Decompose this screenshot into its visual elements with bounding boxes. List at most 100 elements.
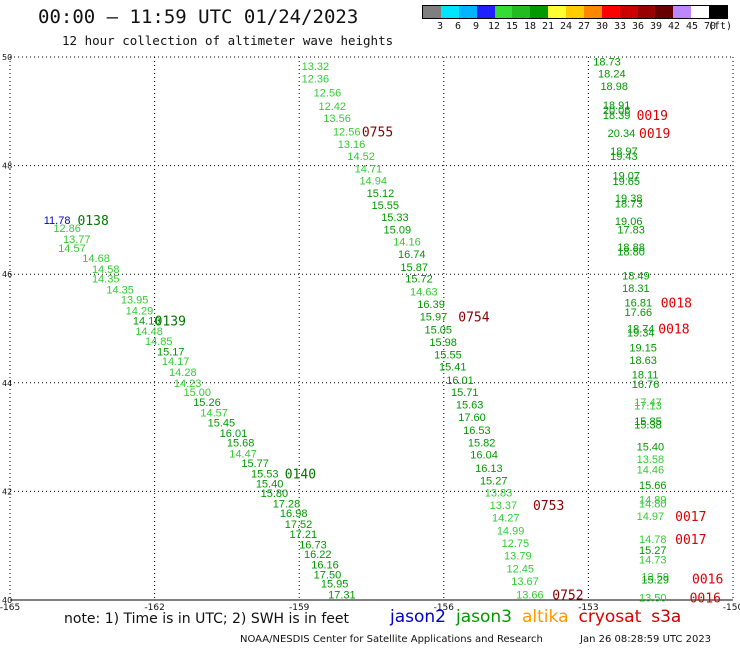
wave-height-label: 13.56 xyxy=(323,113,351,125)
legend-swatch xyxy=(709,6,727,18)
wave-height-label: 15.41 xyxy=(439,362,467,374)
wave-height-label: 13.67 xyxy=(511,576,539,588)
legend-swatch xyxy=(583,6,602,18)
wave-height-label: 15.17 xyxy=(157,346,185,358)
wave-height-label: 17.13 xyxy=(634,401,662,413)
wave-height-label: 15.87 xyxy=(400,262,428,274)
wave-height-label: 15.95 xyxy=(321,579,349,591)
wave-height-label: 14.85 xyxy=(145,336,173,348)
legend-label: 33 xyxy=(613,21,627,32)
pass-time-label: 0017 xyxy=(675,510,706,525)
wave-height-label: 14.16 xyxy=(393,237,421,249)
legend-label: 12 xyxy=(487,21,501,32)
legend-swatch xyxy=(601,6,620,18)
wave-height-label: 14.94 xyxy=(359,175,387,187)
wave-height-label: 15.77 xyxy=(241,458,269,470)
wave-height-label: 15.40 xyxy=(637,441,665,453)
wave-height-label: 17.83 xyxy=(617,225,645,237)
wave-height-label: 15.38 xyxy=(634,420,662,432)
legend-swatch xyxy=(476,6,495,18)
x-tick-label: -150 xyxy=(723,603,740,613)
wave-height-label: 14.80 xyxy=(639,498,667,510)
wave-height-label: 14.78 xyxy=(639,534,667,546)
wave-height-label: 13.95 xyxy=(121,295,149,307)
wave-height-label: 15.97 xyxy=(420,312,448,324)
wave-height-label: 12.36 xyxy=(302,74,330,86)
legend-label: 27 xyxy=(577,21,591,32)
x-tick-label: -153 xyxy=(578,603,598,613)
x-tick-label: -165 xyxy=(0,603,20,613)
wave-height-label: 13.37 xyxy=(490,500,518,512)
wave-height-label: 18.31 xyxy=(622,283,650,295)
wave-height-label: 15.40 xyxy=(256,478,284,490)
wave-height-label: 15.71 xyxy=(451,387,479,399)
x-tick-label: -162 xyxy=(144,603,164,613)
wave-height-label: 19.15 xyxy=(629,343,657,355)
generated-timestamp: Jan 26 08:28:59 UTC 2023 xyxy=(580,634,712,645)
wave-height-label: 15.12 xyxy=(367,188,395,200)
wave-height-label: 20.06 xyxy=(603,105,631,117)
wave-height-label: 15.68 xyxy=(227,438,255,450)
wave-height-label: 14.28 xyxy=(169,367,197,379)
wave-height-label: 18.24 xyxy=(598,68,626,80)
wave-height-label: 18.73 xyxy=(593,56,621,68)
legend-label: 30 xyxy=(595,21,609,32)
legend-swatch xyxy=(512,6,531,18)
wave-height-label: 12.56 xyxy=(314,87,342,99)
wave-height-label: 18.63 xyxy=(629,355,657,367)
legend-label: 24 xyxy=(559,21,573,32)
wave-height-label: 14.97 xyxy=(637,511,665,523)
wave-height-label: 14.46 xyxy=(637,465,665,477)
wave-height-label: 14.89 xyxy=(639,495,667,507)
wave-height-label: 16.98 xyxy=(280,508,308,520)
wave-height-label: 13.66 xyxy=(516,590,544,602)
satellite-jason3: jason3 xyxy=(456,607,512,627)
pass-time-label: 0752 xyxy=(552,589,583,604)
credit-line: NOAA/NESDIS Center for Satellite Applica… xyxy=(240,634,543,645)
satellite-altika: altika xyxy=(522,607,569,627)
wave-height-label: 12.45 xyxy=(506,564,534,576)
x-tick-label: -159 xyxy=(289,603,310,613)
legend-swatch xyxy=(458,6,477,18)
wave-height-label: 15.33 xyxy=(381,212,409,224)
legend-label: 70 xyxy=(703,21,717,32)
wave-height-label: 18.91 xyxy=(603,100,631,112)
y-tick-label: 42 xyxy=(2,487,12,496)
satellite-cryosat: cryosat xyxy=(578,607,642,627)
wave-height-label: 12.56 xyxy=(333,126,361,138)
wave-height-label: 15.00 xyxy=(184,387,212,399)
wave-height-label: 15.53 xyxy=(251,468,279,480)
legend-label: 18 xyxy=(523,21,537,32)
legend-swatch xyxy=(548,6,566,18)
satellite-jason2: jason2 xyxy=(390,607,446,627)
wave-height-label: 14.23 xyxy=(174,378,202,390)
y-tick-label: 50 xyxy=(2,53,12,62)
wave-height-label: 16.53 xyxy=(463,425,491,437)
wave-height-label: 18.39 xyxy=(603,110,631,122)
pass-time-label: 0018 xyxy=(658,323,689,338)
satellite-s3a: s3a xyxy=(651,607,682,627)
wave-height-label: 13.83 xyxy=(485,487,513,499)
legend-label: 45 xyxy=(685,21,699,32)
legend-label: 36 xyxy=(631,21,645,32)
wave-height-label: 16.04 xyxy=(470,449,498,461)
wave-height-label: 14.35 xyxy=(92,274,120,286)
pass-time-label: 0755 xyxy=(362,125,393,140)
wave-height-label: 17.21 xyxy=(290,529,318,541)
wave-height-label: 20.34 xyxy=(608,128,636,140)
wave-height-label: 18.88 xyxy=(617,242,645,254)
wave-height-label: 18.49 xyxy=(622,270,650,282)
wave-height-label: 13.16 xyxy=(338,139,366,151)
pass-time-label: 0016 xyxy=(690,591,721,606)
legend-swatch xyxy=(619,6,638,18)
wave-height-label: 15.05 xyxy=(425,325,453,337)
wave-height-label: 15.55 xyxy=(372,200,400,212)
pass-time-label: 0016 xyxy=(692,572,723,587)
wave-height-label: 17.52 xyxy=(285,519,313,531)
wave-height-label: 12.42 xyxy=(318,101,346,113)
wave-height-label: 16.01 xyxy=(220,428,248,440)
wave-height-label: 14.48 xyxy=(135,326,163,338)
legend-label: 6 xyxy=(454,21,462,32)
pass-time-label: 0018 xyxy=(661,296,692,311)
